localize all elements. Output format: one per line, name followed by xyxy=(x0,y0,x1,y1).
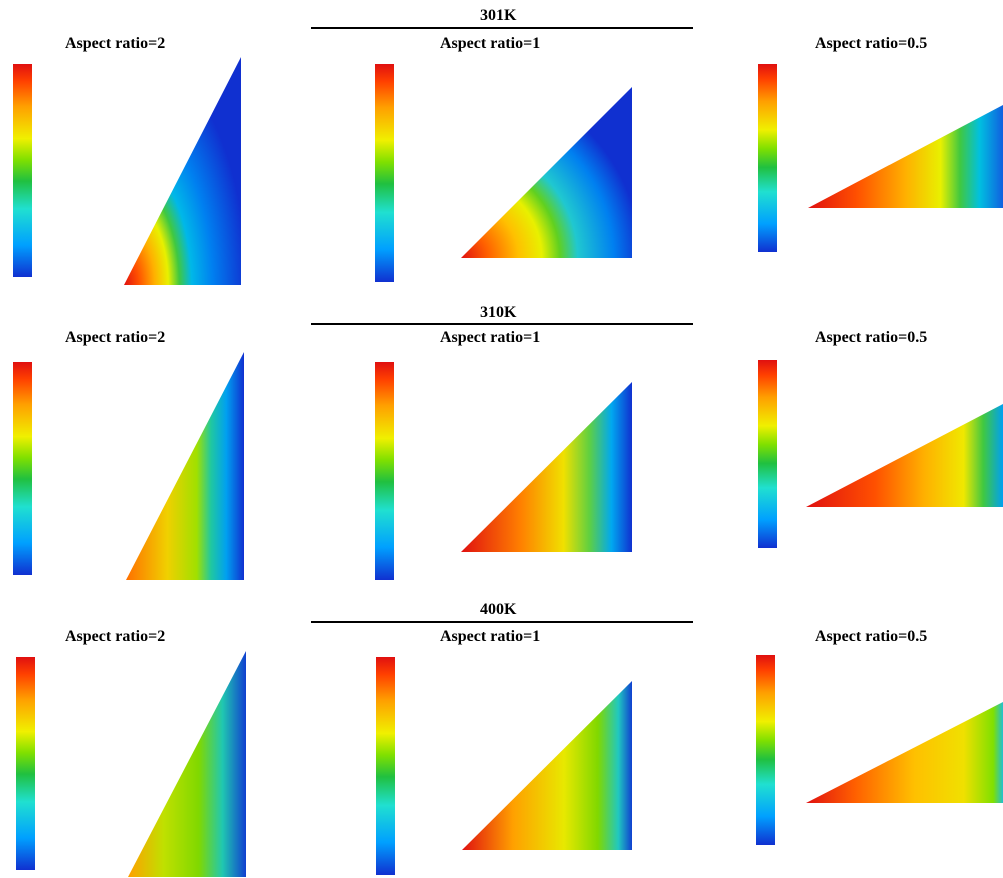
row3-ar05-label: Aspect ratio=0.5 xyxy=(815,628,928,645)
row3-ar2-label: Aspect ratio=2 xyxy=(65,628,166,645)
row1-ar1-triangle xyxy=(461,87,632,258)
row3-ar1-colorbar xyxy=(376,657,395,875)
row2-ar1-triangle xyxy=(461,382,632,552)
row3-ar1-label: Aspect ratio=1 xyxy=(440,628,541,645)
row1-header-rule xyxy=(311,27,693,29)
row1-ar05-label: Aspect ratio=0.5 xyxy=(815,35,928,52)
row1-ar1-colorbar xyxy=(375,64,394,282)
row1-ar2-triangle xyxy=(124,57,241,285)
row3-ar2-colorbar xyxy=(16,657,35,870)
row3-temperature-label: 400K xyxy=(480,601,517,618)
row2-ar05-label: Aspect ratio=0.5 xyxy=(815,329,928,346)
row1-ar1-label: Aspect ratio=1 xyxy=(440,35,541,52)
row2-ar2-colorbar xyxy=(13,362,32,575)
row2-temperature-label: 310K xyxy=(480,304,517,321)
row3-ar1-triangle xyxy=(462,681,632,850)
row3-ar05-triangle xyxy=(806,702,1003,803)
row3-header-rule xyxy=(311,621,693,623)
row1-ar2-colorbar xyxy=(13,64,32,277)
row1-ar2-label: Aspect ratio=2 xyxy=(65,35,166,52)
row1-ar05-colorbar xyxy=(758,64,777,252)
row2-ar2-triangle xyxy=(126,352,244,580)
row2-header-rule xyxy=(311,323,693,325)
row2-ar2-label: Aspect ratio=2 xyxy=(65,329,166,346)
row2-ar05-colorbar xyxy=(758,360,777,548)
row1-temperature-label: 301K xyxy=(480,7,517,24)
row1-ar05-triangle xyxy=(808,105,1003,208)
row2-ar05-triangle xyxy=(806,404,1003,507)
row2-ar1-colorbar xyxy=(375,362,394,580)
row3-ar05-colorbar xyxy=(756,655,775,845)
row2-ar1-label: Aspect ratio=1 xyxy=(440,329,541,346)
row3-ar2-triangle xyxy=(128,651,246,877)
